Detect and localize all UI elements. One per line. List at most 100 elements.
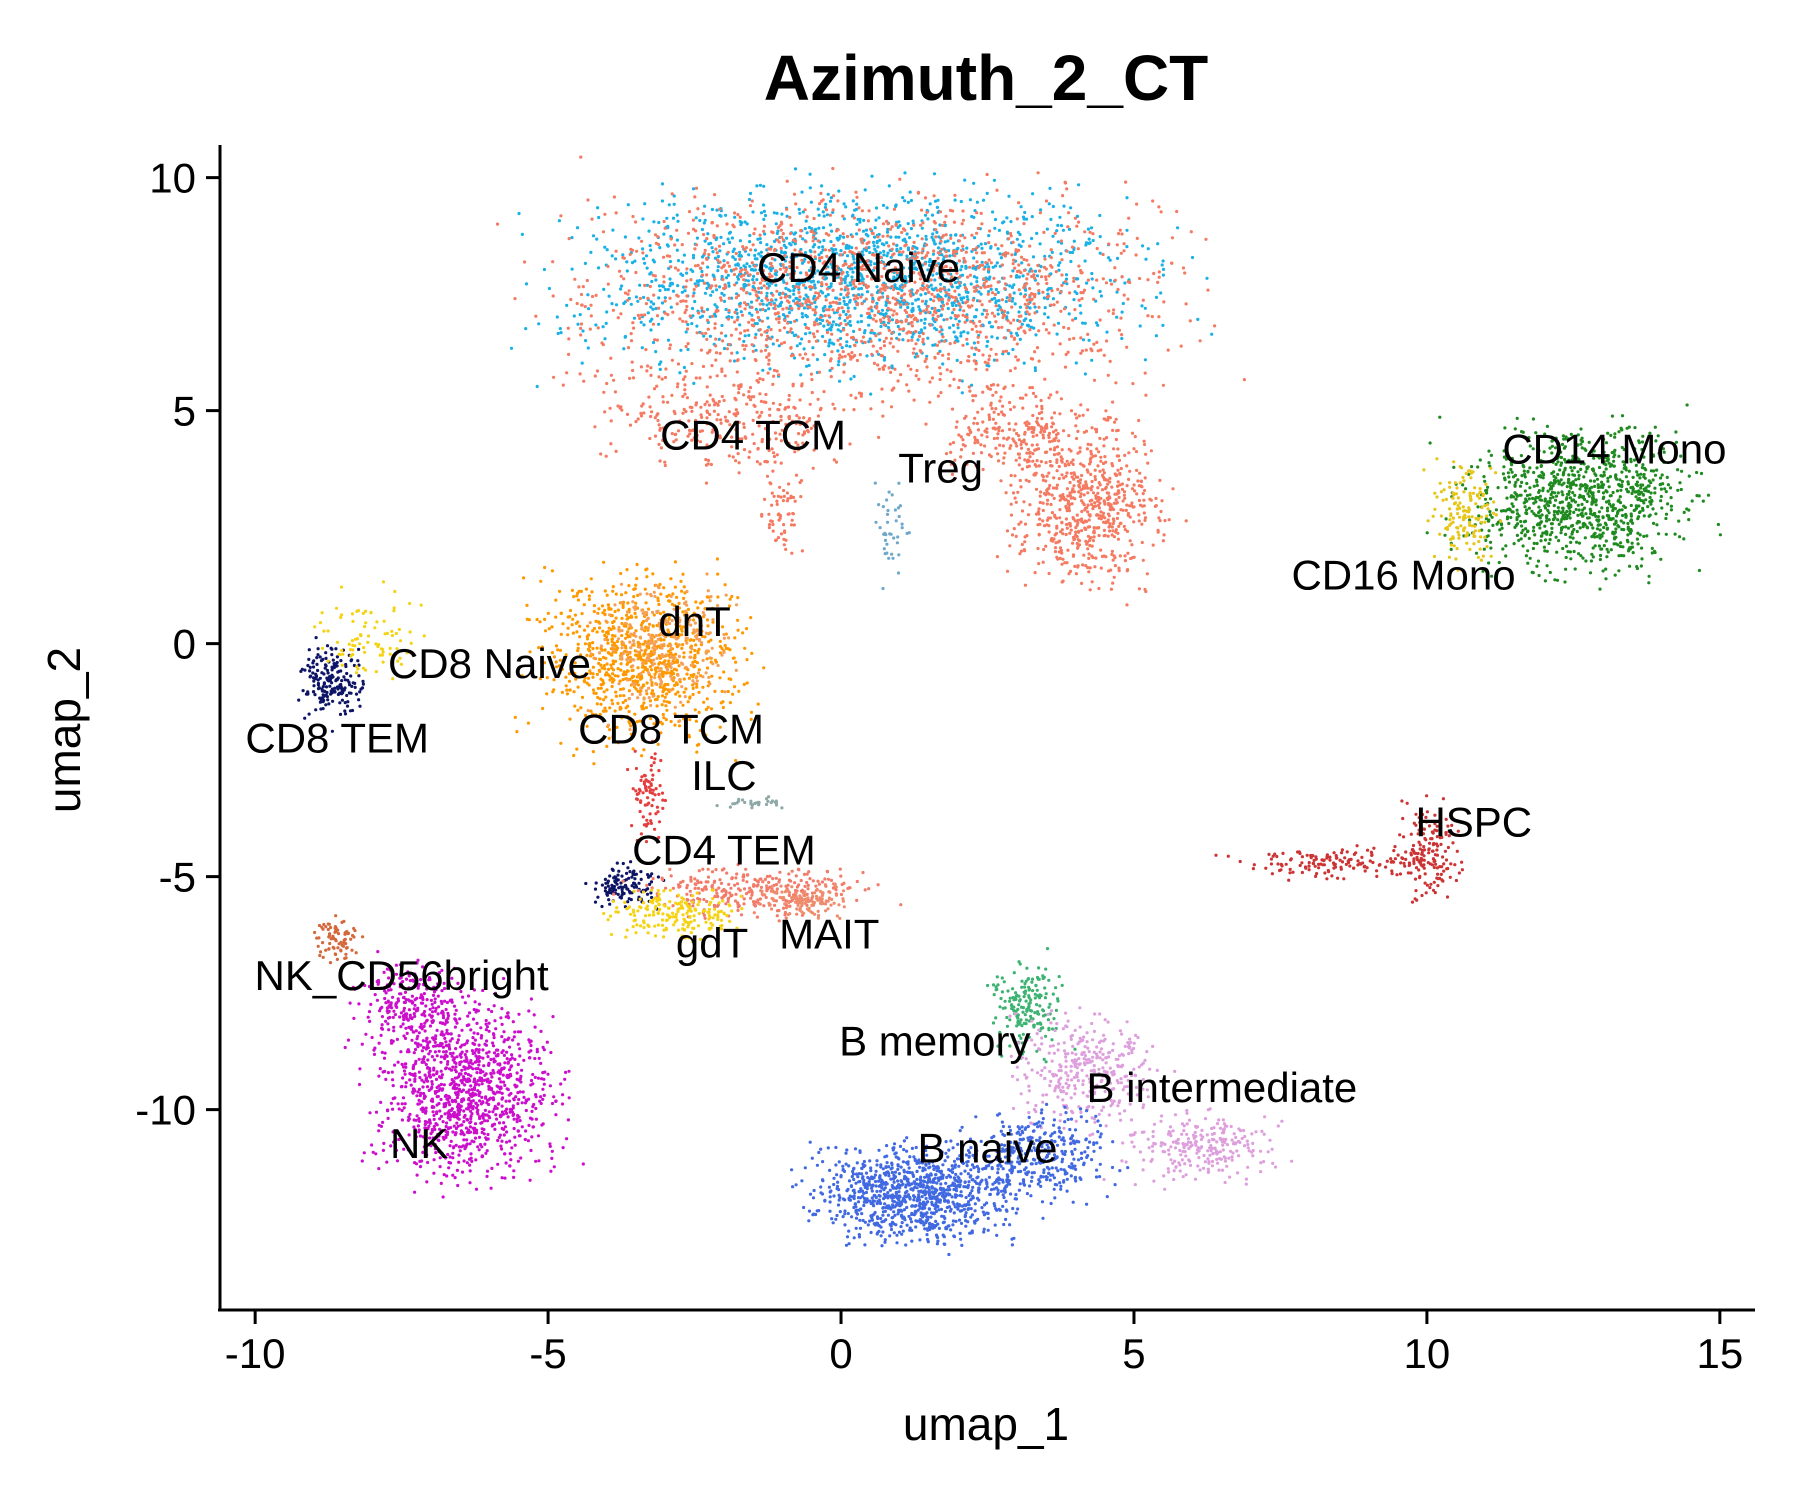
- data-point: [728, 342, 732, 347]
- data-point: [1081, 563, 1085, 567]
- data-point: [1110, 549, 1114, 554]
- data-point: [815, 317, 819, 321]
- data-point: [639, 320, 643, 324]
- data-point: [879, 295, 884, 299]
- data-point: [923, 196, 928, 200]
- data-point: [1011, 383, 1015, 388]
- data-point: [811, 235, 816, 240]
- data-point: [940, 297, 945, 301]
- data-point: [920, 270, 925, 274]
- data-point: [890, 388, 894, 392]
- data-point: [1116, 468, 1120, 472]
- data-point: [903, 171, 907, 175]
- data-point: [1035, 459, 1039, 463]
- data-point: [718, 207, 722, 211]
- data-point: [587, 307, 591, 311]
- data-point: [1102, 437, 1106, 441]
- data-point: [766, 316, 770, 320]
- data-point: [949, 316, 953, 320]
- data-point: [617, 269, 622, 273]
- data-point: [657, 284, 662, 288]
- data-point: [1060, 258, 1064, 262]
- data-point: [611, 668, 616, 672]
- data-point: [752, 274, 756, 278]
- data-point: [820, 184, 824, 188]
- data-point: [594, 293, 598, 297]
- data-point: [771, 469, 775, 473]
- data-point: [691, 660, 695, 664]
- data-point: [882, 358, 887, 362]
- data-point: [966, 275, 970, 279]
- data-point: [1055, 460, 1059, 464]
- data-point: [1130, 543, 1134, 547]
- data-point: [1123, 453, 1127, 457]
- data-point: [601, 230, 606, 234]
- data-point: [1027, 312, 1031, 316]
- data-point: [1084, 564, 1088, 568]
- data-point: [1031, 459, 1035, 463]
- data-point: [509, 346, 514, 350]
- data-point: [598, 669, 602, 674]
- data-point: [760, 319, 765, 323]
- data-point: [1090, 544, 1094, 548]
- data-point: [726, 273, 731, 277]
- data-point: [566, 326, 570, 330]
- data-point: [783, 530, 787, 535]
- data-point: [995, 555, 1000, 559]
- data-point: [822, 390, 826, 394]
- data-point: [971, 264, 975, 268]
- data-point: [538, 620, 542, 624]
- data-point: [812, 216, 816, 221]
- data-point: [1054, 486, 1058, 490]
- data-point: [987, 267, 991, 271]
- data-point: [1111, 428, 1115, 432]
- data-point: [996, 426, 1000, 430]
- data-point: [912, 347, 916, 351]
- data-point: [744, 344, 748, 348]
- data-point: [1107, 256, 1111, 260]
- data-point: [1074, 533, 1078, 537]
- data-point: [1117, 232, 1121, 236]
- data-point: [728, 240, 732, 244]
- data-point: [1023, 421, 1027, 425]
- data-point: [1058, 342, 1062, 346]
- data-point: [1090, 580, 1094, 584]
- data-point: [975, 299, 980, 303]
- data-point: [1090, 271, 1094, 276]
- data-point: [747, 197, 752, 202]
- data-point: [651, 258, 655, 262]
- data-point: [669, 305, 673, 309]
- data-point: [792, 299, 796, 303]
- data-point: [750, 261, 754, 265]
- data-point: [736, 358, 740, 362]
- data-point: [906, 246, 911, 250]
- data-point: [999, 395, 1003, 399]
- data-point: [736, 293, 741, 298]
- data-point: [686, 231, 691, 235]
- data-point: [1068, 337, 1072, 341]
- data-point: [603, 337, 607, 341]
- data-point: [765, 243, 769, 247]
- data-point: [819, 251, 823, 255]
- data-point: [818, 202, 822, 206]
- data-point: [1039, 265, 1043, 269]
- data-point: [973, 394, 978, 398]
- data-point: [834, 296, 838, 300]
- data-point: [1017, 463, 1021, 467]
- data-point: [1142, 498, 1146, 502]
- data-point: [759, 399, 764, 403]
- data-point: [738, 301, 743, 305]
- data-point: [579, 155, 583, 159]
- data-point: [824, 298, 828, 302]
- data-point: [1081, 484, 1085, 488]
- data-point: [953, 198, 957, 202]
- data-point: [1013, 496, 1017, 500]
- data-point: [676, 382, 680, 386]
- data-point: [648, 244, 652, 248]
- data-point: [762, 229, 766, 233]
- data-point: [963, 314, 968, 319]
- data-point: [959, 305, 963, 309]
- data-point: [774, 298, 778, 302]
- data-point: [930, 306, 934, 310]
- data-point: [619, 287, 623, 291]
